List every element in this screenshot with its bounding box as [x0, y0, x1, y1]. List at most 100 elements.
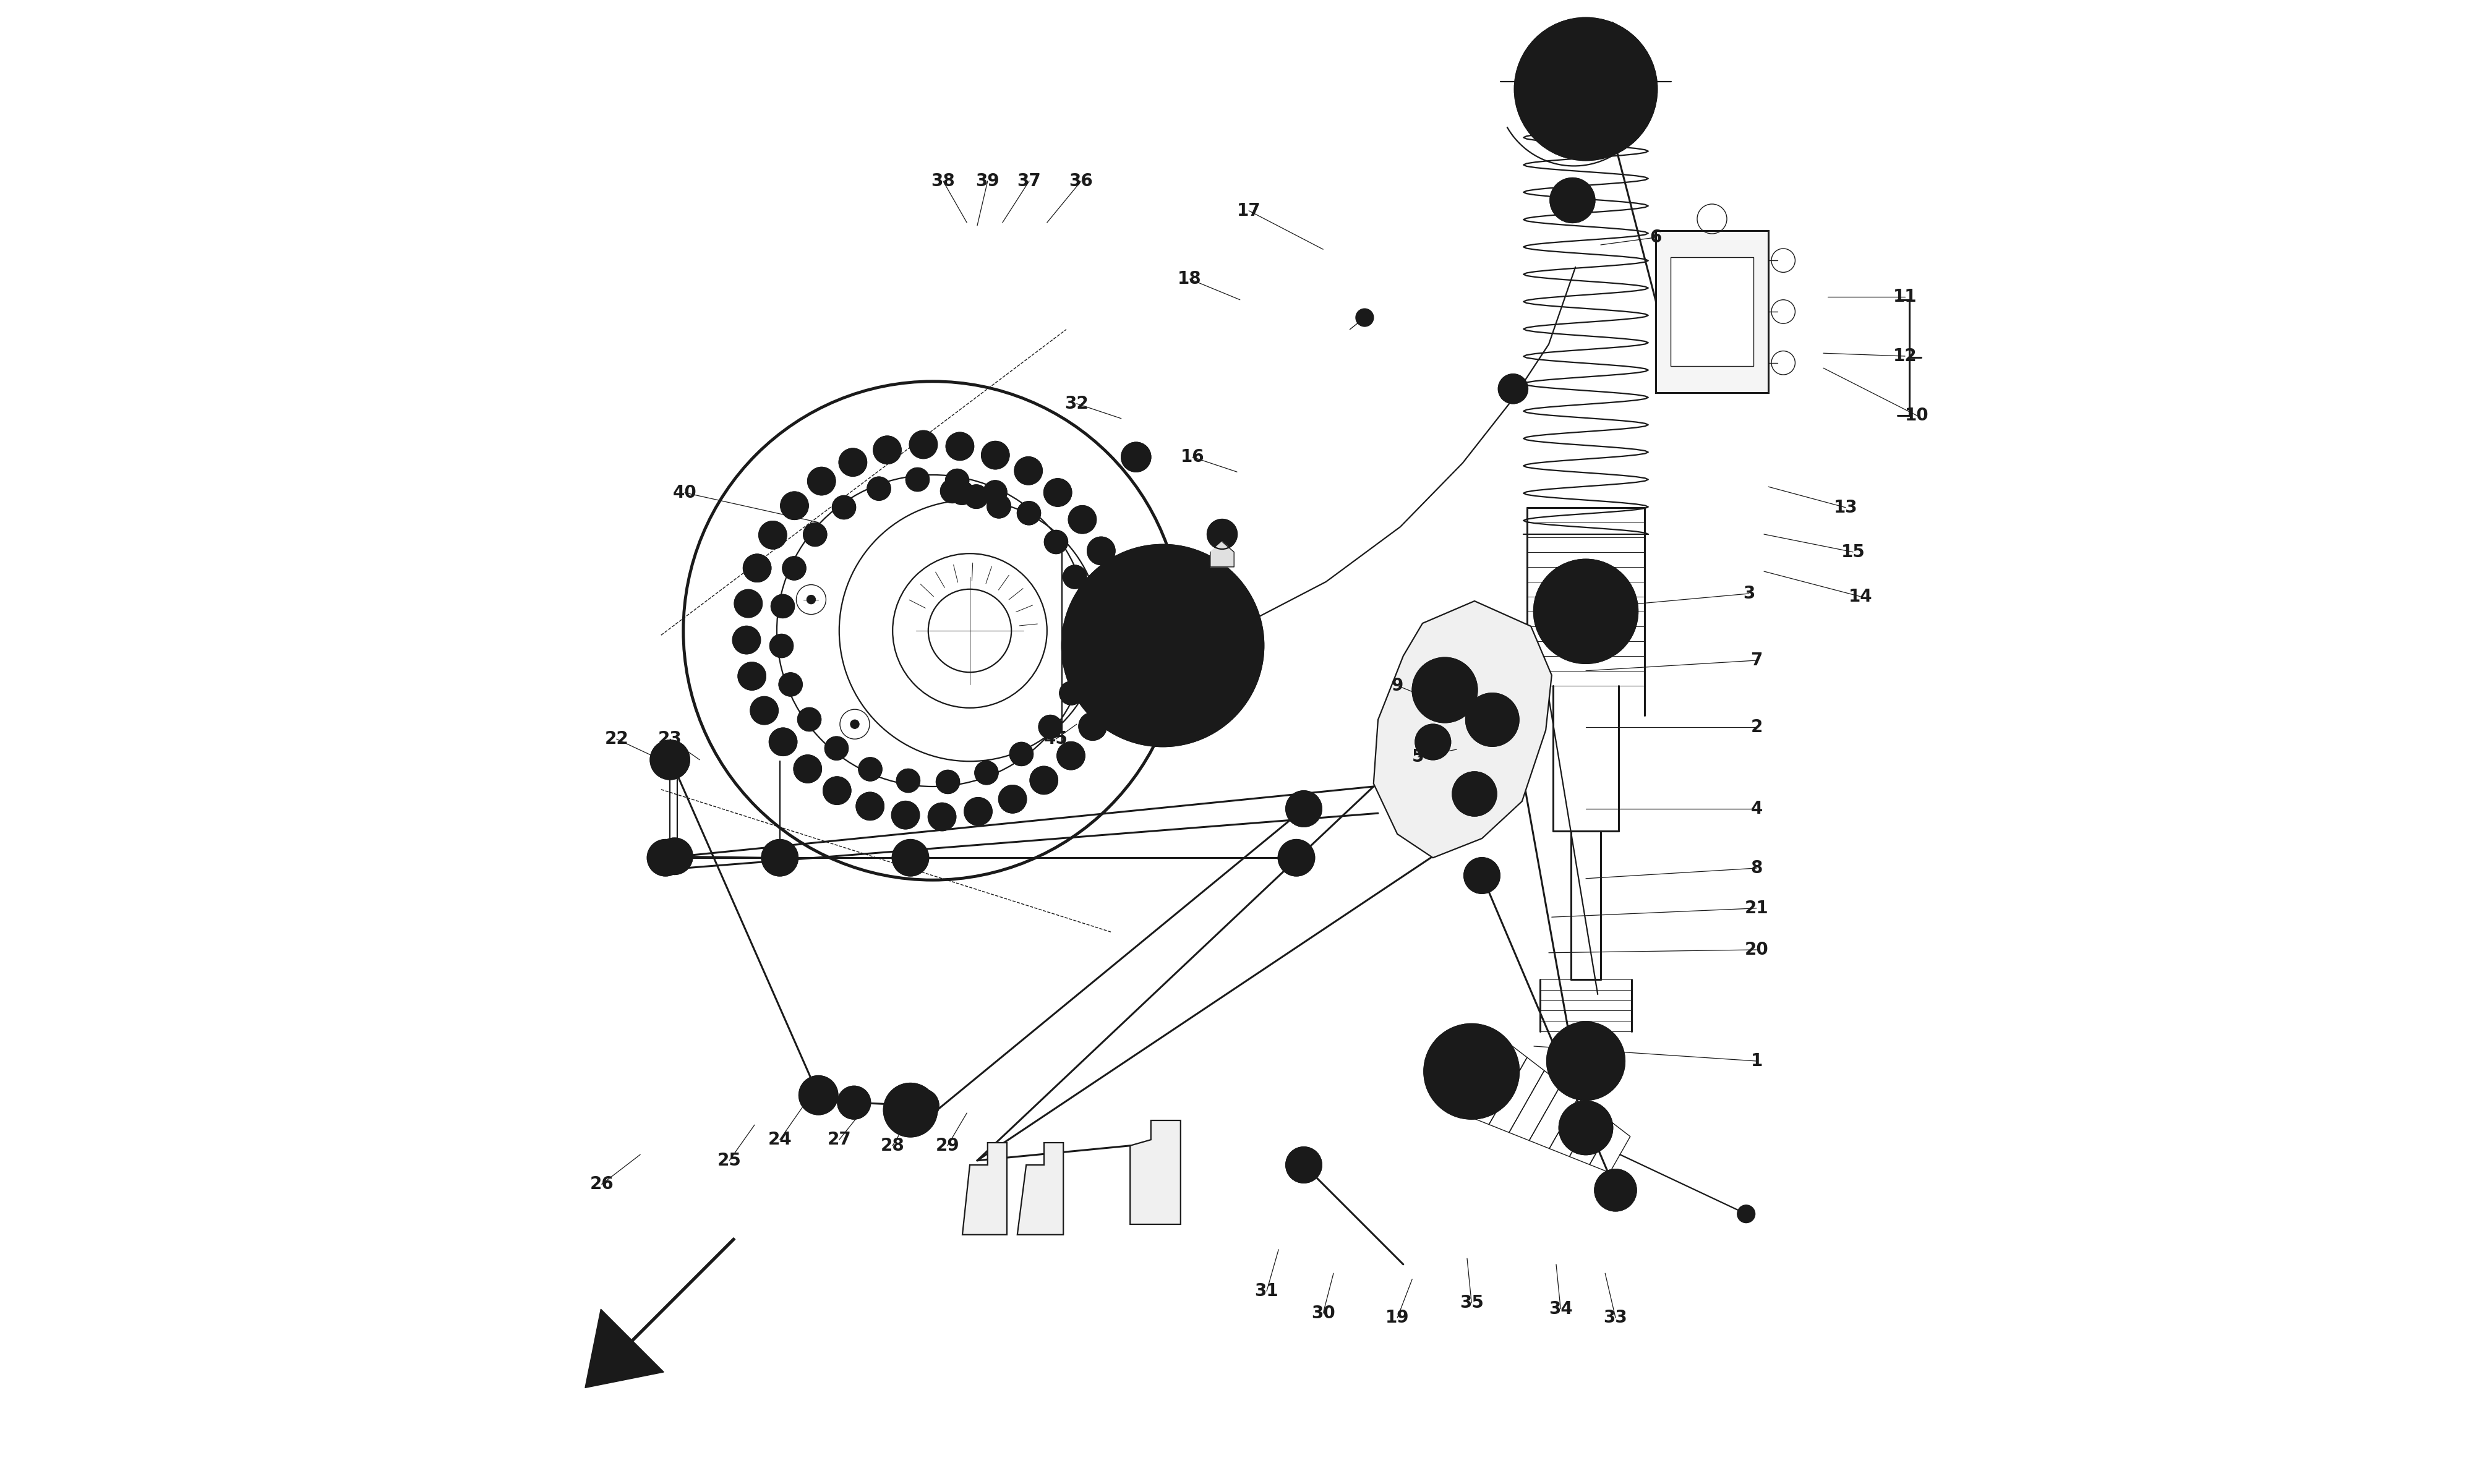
Circle shape [1356, 309, 1373, 326]
Text: 3: 3 [1744, 585, 1754, 603]
Text: 17: 17 [1237, 202, 1262, 220]
Text: 42: 42 [1178, 644, 1202, 662]
Circle shape [1017, 502, 1042, 525]
Circle shape [1452, 772, 1497, 816]
Circle shape [663, 752, 678, 767]
Circle shape [945, 469, 970, 493]
Circle shape [1059, 681, 1084, 705]
Circle shape [1009, 742, 1034, 766]
Text: 2: 2 [1752, 718, 1761, 736]
Circle shape [866, 476, 891, 500]
Circle shape [965, 797, 992, 825]
Circle shape [905, 467, 930, 491]
Circle shape [858, 757, 883, 781]
Circle shape [935, 770, 960, 794]
Circle shape [851, 720, 858, 729]
Circle shape [735, 589, 762, 617]
Text: 28: 28 [881, 1137, 905, 1155]
Circle shape [774, 852, 787, 864]
Circle shape [1098, 653, 1103, 659]
Circle shape [772, 595, 794, 619]
Text: 27: 27 [826, 1131, 851, 1149]
Circle shape [1106, 607, 1133, 635]
Text: 41: 41 [1079, 626, 1103, 644]
Circle shape [769, 634, 794, 657]
Circle shape [651, 741, 690, 779]
Circle shape [1044, 530, 1069, 554]
Circle shape [1029, 766, 1059, 794]
Circle shape [1207, 519, 1237, 549]
Circle shape [987, 494, 1012, 518]
Text: 14: 14 [1848, 588, 1873, 605]
Text: 33: 33 [1603, 1309, 1628, 1327]
Polygon shape [1373, 601, 1551, 858]
Circle shape [794, 755, 821, 784]
Circle shape [940, 479, 965, 503]
Circle shape [750, 696, 779, 724]
Circle shape [839, 1086, 871, 1119]
Circle shape [737, 662, 767, 690]
Circle shape [1286, 791, 1321, 827]
Text: 39: 39 [975, 172, 999, 190]
Circle shape [1539, 42, 1633, 137]
Circle shape [1291, 852, 1301, 864]
Circle shape [1071, 643, 1094, 666]
Circle shape [1413, 657, 1477, 723]
Circle shape [779, 672, 802, 696]
Text: 31: 31 [1254, 1282, 1279, 1300]
Text: 22: 22 [604, 730, 628, 748]
Circle shape [1596, 1169, 1635, 1211]
Circle shape [1143, 562, 1153, 571]
Circle shape [779, 491, 809, 519]
Circle shape [1086, 537, 1116, 565]
Text: 23: 23 [658, 730, 683, 748]
Circle shape [893, 840, 928, 876]
Circle shape [1094, 680, 1123, 708]
Circle shape [656, 838, 693, 874]
FancyBboxPatch shape [1655, 230, 1769, 392]
Text: 7: 7 [1752, 651, 1761, 669]
Circle shape [1098, 571, 1128, 600]
Text: 9: 9 [1390, 677, 1403, 695]
Circle shape [1061, 545, 1264, 746]
Text: 37: 37 [1017, 172, 1042, 190]
Text: 15: 15 [1841, 543, 1865, 561]
Circle shape [896, 769, 920, 792]
Circle shape [760, 521, 787, 549]
Circle shape [1165, 562, 1175, 571]
Circle shape [1121, 442, 1150, 472]
Circle shape [648, 840, 683, 876]
Circle shape [1279, 840, 1314, 876]
Circle shape [811, 1088, 826, 1103]
Circle shape [898, 1098, 923, 1122]
Circle shape [1551, 178, 1596, 223]
Circle shape [824, 776, 851, 804]
Circle shape [839, 448, 866, 476]
Text: 26: 26 [589, 1175, 614, 1193]
Circle shape [668, 850, 680, 862]
FancyBboxPatch shape [1670, 257, 1754, 365]
Circle shape [975, 761, 999, 785]
Text: 10: 10 [1905, 407, 1930, 424]
Text: 29: 29 [935, 1137, 960, 1155]
Circle shape [1415, 724, 1450, 760]
Text: 12: 12 [1893, 347, 1917, 365]
Circle shape [1499, 374, 1529, 404]
Text: 16: 16 [1180, 448, 1205, 466]
Polygon shape [1017, 1143, 1064, 1235]
Circle shape [1465, 858, 1499, 893]
Circle shape [910, 430, 938, 459]
Circle shape [1079, 712, 1106, 741]
Circle shape [1286, 1147, 1321, 1183]
Text: 32: 32 [1064, 395, 1089, 413]
Circle shape [762, 840, 797, 876]
Circle shape [883, 1083, 938, 1137]
Circle shape [732, 626, 760, 654]
Circle shape [1564, 191, 1581, 209]
Polygon shape [1210, 542, 1235, 567]
Circle shape [807, 595, 816, 604]
Circle shape [1507, 383, 1519, 395]
Circle shape [1564, 68, 1608, 110]
Text: 1: 1 [1752, 1052, 1761, 1070]
Text: 25: 25 [717, 1152, 742, 1169]
